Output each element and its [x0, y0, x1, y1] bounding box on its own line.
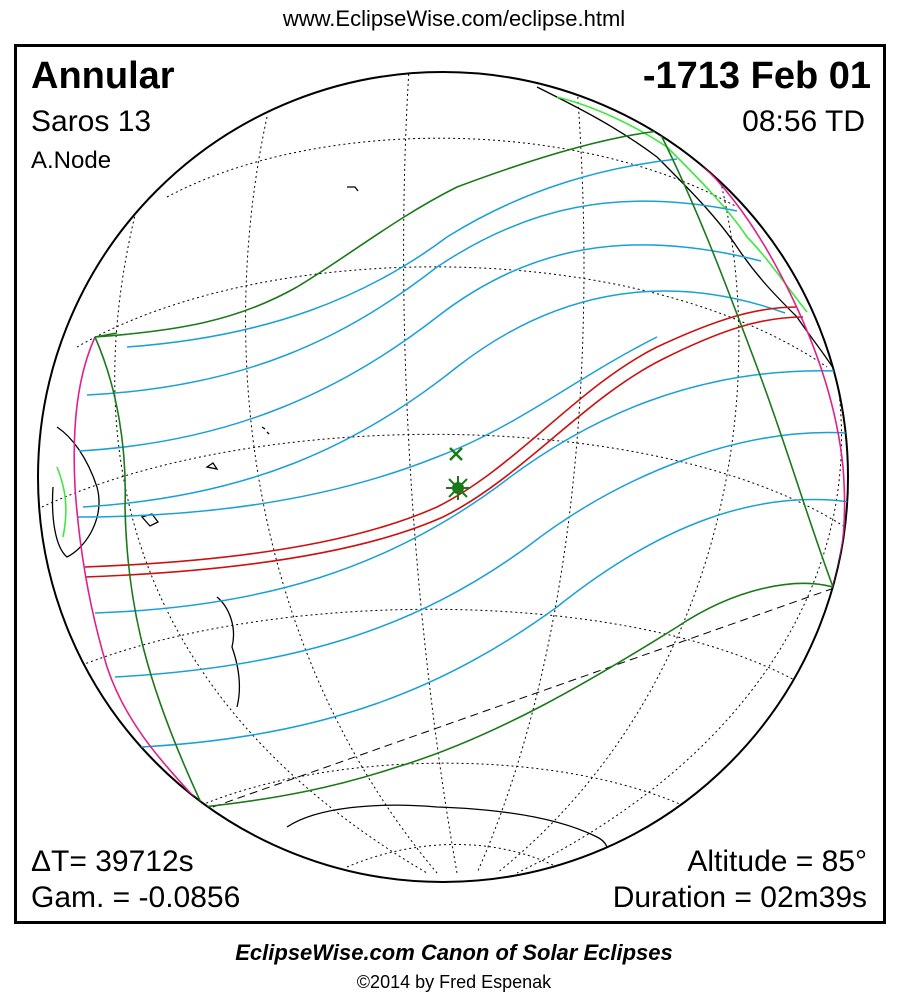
penumbra-north-limit	[94, 130, 660, 338]
eclipse-map	[37, 71, 849, 883]
parallel	[76, 266, 828, 368]
island	[347, 186, 359, 192]
magnitude-curve	[78, 244, 762, 452]
magnitude-curve	[76, 336, 658, 518]
duration-value: Duration = 02m39s	[612, 881, 867, 914]
parallel	[346, 844, 558, 868]
magnitude-curve	[126, 158, 678, 348]
star-burst-icon	[446, 476, 470, 500]
penumbra-west-limit	[94, 336, 204, 808]
header-url: www.EclipseWise.com/eclipse.html	[282, 6, 626, 31]
central-path	[84, 306, 804, 578]
magnitude-curve	[140, 498, 848, 748]
eclipse-type: Annular	[31, 55, 175, 97]
meridian	[114, 206, 428, 874]
magnitude-curve	[82, 290, 786, 508]
meridian	[496, 166, 740, 874]
central-path-south-limit	[84, 316, 804, 578]
meridian	[476, 86, 585, 874]
magnitude-curve	[114, 431, 848, 678]
rise-set-curves	[73, 130, 846, 808]
magnitude-curves	[76, 158, 848, 748]
highlight-north-america	[556, 96, 808, 313]
eclipse-time: 08:56 TD	[742, 105, 865, 138]
map-frame: Annular -1713 Feb 01 Saros 13 08:56 TD A…	[14, 44, 886, 924]
island	[261, 426, 270, 435]
coastline-north-america	[536, 86, 848, 488]
globe-outline	[37, 71, 849, 883]
highlight-australia	[56, 466, 67, 538]
gamma-value: Gam. = -0.0856	[31, 881, 241, 914]
node-label: A.Node	[31, 147, 112, 174]
penumbra-south-limit	[202, 582, 834, 808]
rise-curve	[73, 336, 204, 808]
meridian	[403, 72, 458, 874]
parallel	[166, 137, 738, 208]
set-curve	[658, 130, 846, 588]
coastline-new-zealand	[216, 596, 241, 708]
saros-number: Saros 13	[31, 105, 152, 138]
parallel	[41, 433, 846, 528]
canon-title: EclipseWise.com Canon of Solar Eclipses	[235, 940, 673, 965]
axis-line	[212, 586, 838, 808]
island	[205, 462, 219, 470]
central-path-north-limit	[84, 306, 798, 568]
eclipse-date: -1713 Feb 01	[642, 55, 871, 97]
meridian	[516, 296, 842, 874]
graticule	[41, 72, 846, 874]
altitude-value: Altitude = 85°	[687, 845, 867, 878]
delta-t: ΔT= 39712s	[31, 845, 194, 878]
penumbra-east-limit	[658, 130, 834, 588]
penumbral-limits	[94, 130, 834, 808]
copyright: ©2014 by Fred Espenak	[356, 972, 552, 992]
magnitude-curve	[86, 200, 738, 396]
magnitude-curve	[94, 370, 838, 614]
x-mark-icon	[449, 447, 463, 461]
penumbra-corner	[94, 332, 118, 338]
